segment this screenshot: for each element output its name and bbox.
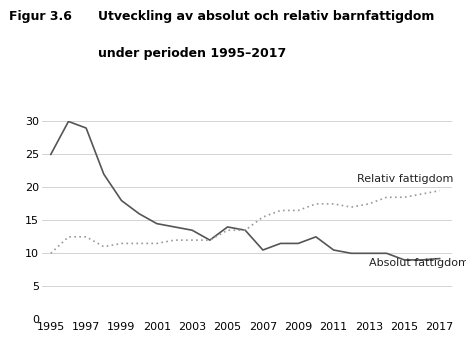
Text: Figur 3.6: Figur 3.6 (9, 10, 72, 23)
Text: Utveckling av absolut och relativ barnfattigdom: Utveckling av absolut och relativ barnfa… (98, 10, 434, 23)
Text: under perioden 1995–2017: under perioden 1995–2017 (98, 47, 286, 60)
Text: Absolut fattigdom: Absolut fattigdom (369, 258, 466, 268)
Text: Relativ fattigdom: Relativ fattigdom (356, 174, 453, 184)
